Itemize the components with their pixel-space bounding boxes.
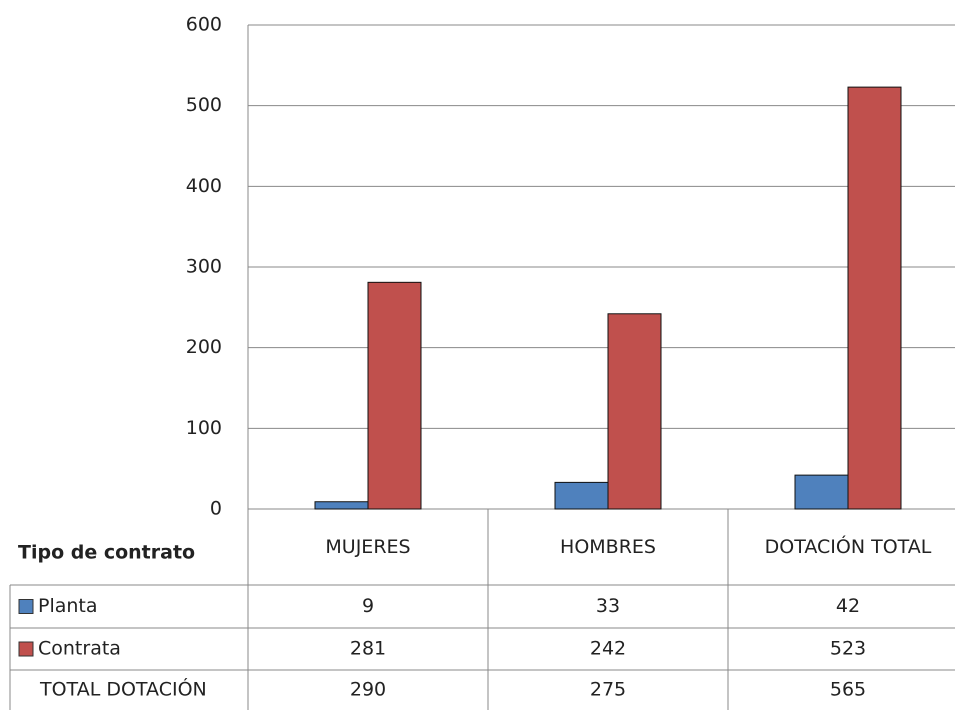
row-label: TOTAL DOTACIÓN — [39, 677, 207, 701]
y-tick-label: 0 — [210, 498, 222, 520]
bar — [847, 86, 902, 510]
table-cell: 242 — [590, 638, 626, 660]
table-cell: 9 — [362, 595, 374, 617]
table-cell: 565 — [830, 679, 866, 701]
y-tick-label: 100 — [186, 417, 222, 439]
table-cell: 281 — [350, 638, 386, 660]
x-tick-label: HOMBRES — [560, 535, 656, 558]
table-header: Tipo de contrato — [18, 542, 195, 564]
x-tick-label-box: MUJERES — [325, 535, 411, 558]
table-cell: 523 — [830, 638, 866, 660]
legend-key — [18, 599, 34, 614]
bar — [607, 313, 662, 510]
table-cell: 290 — [350, 679, 386, 701]
legend-label: Contrata — [38, 638, 121, 660]
table-cell: 33 — [596, 595, 620, 617]
table-cell: 42 — [836, 595, 860, 617]
bar — [367, 281, 422, 510]
x-tick-label-box: HOMBRES — [560, 535, 656, 558]
y-tick-label: 300 — [186, 256, 222, 278]
legend-label: Planta — [38, 595, 98, 617]
bar — [794, 474, 849, 510]
legend-key — [18, 641, 34, 657]
bar — [314, 501, 369, 510]
table-cell: 275 — [590, 679, 626, 701]
y-tick-label: 500 — [186, 94, 222, 116]
x-tick-label: MUJERES — [325, 535, 411, 558]
y-tick-label: 600 — [186, 14, 222, 36]
y-tick-label: 200 — [186, 336, 222, 358]
bar — [554, 481, 609, 510]
x-tick-label-box: DOTACIÓN TOTAL — [764, 535, 932, 558]
x-tick-label: DOTACIÓN TOTAL — [764, 535, 932, 558]
y-tick-label: 400 — [186, 175, 222, 197]
